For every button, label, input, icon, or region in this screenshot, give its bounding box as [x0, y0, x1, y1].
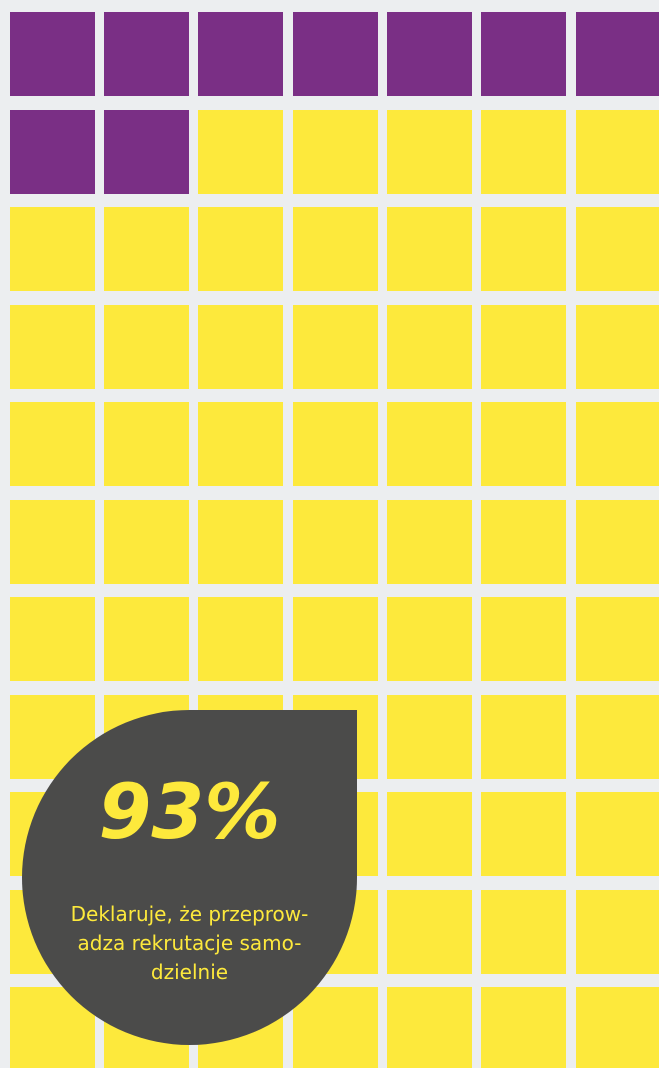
waffle-cell	[387, 695, 472, 779]
waffle-cell	[293, 987, 378, 1068]
waffle-cell	[576, 792, 659, 876]
waffle-cell	[10, 402, 95, 486]
waffle-cell	[576, 12, 659, 96]
waffle-cell	[104, 12, 189, 96]
waffle-cell	[387, 12, 472, 96]
waffle-cell	[198, 305, 283, 389]
stat-description-line: Deklaruje, że przeprow-	[70, 902, 309, 926]
waffle-cell	[10, 110, 95, 194]
waffle-cell	[481, 110, 566, 194]
waffle-cell	[387, 597, 472, 681]
waffle-cell	[293, 12, 378, 96]
waffle-cell	[104, 500, 189, 584]
waffle-cell	[481, 890, 566, 974]
waffle-cell	[10, 207, 95, 291]
stat-description-line: adza rekrutacje samo-	[77, 931, 302, 955]
waffle-cell	[198, 402, 283, 486]
waffle-cell	[387, 402, 472, 486]
waffle-cell	[198, 110, 283, 194]
waffle-cell	[387, 987, 472, 1068]
waffle-cell	[387, 207, 472, 291]
waffle-cell	[576, 500, 659, 584]
waffle-cell	[481, 207, 566, 291]
waffle-cell	[10, 12, 95, 96]
stat-value: 93%	[98, 767, 281, 856]
waffle-cell	[481, 695, 566, 779]
waffle-cell	[104, 305, 189, 389]
waffle-cell	[576, 597, 659, 681]
waffle-cell	[293, 402, 378, 486]
waffle-cell	[387, 890, 472, 974]
waffle-cell	[481, 597, 566, 681]
waffle-cell	[481, 792, 566, 876]
waffle-cell	[10, 500, 95, 584]
waffle-cell	[10, 305, 95, 389]
waffle-cell	[293, 207, 378, 291]
waffle-cell	[387, 110, 472, 194]
waffle-cell	[576, 110, 659, 194]
waffle-cell	[576, 695, 659, 779]
stat-description: Deklaruje, że przeprow- adza rekrutacje …	[22, 900, 357, 987]
waffle-cell	[104, 110, 189, 194]
waffle-cell	[576, 987, 659, 1068]
waffle-cell	[576, 402, 659, 486]
waffle-cell	[198, 207, 283, 291]
waffle-cell	[198, 500, 283, 584]
waffle-cell	[104, 597, 189, 681]
waffle-cell	[481, 402, 566, 486]
waffle-cell	[576, 305, 659, 389]
waffle-cell	[293, 597, 378, 681]
stat-callout: 93% Deklaruje, że przeprow- adza rekruta…	[22, 710, 357, 1045]
stat-description-line: dzielnie	[150, 960, 229, 984]
waffle-cell	[576, 890, 659, 974]
waffle-cell	[293, 500, 378, 584]
waffle-cell	[481, 305, 566, 389]
waffle-cell	[387, 792, 472, 876]
waffle-cell	[481, 500, 566, 584]
waffle-cell	[104, 207, 189, 291]
waffle-cell	[387, 500, 472, 584]
waffle-cell	[293, 305, 378, 389]
waffle-cell	[198, 597, 283, 681]
waffle-cell	[198, 12, 283, 96]
waffle-cell	[481, 12, 566, 96]
waffle-cell	[10, 597, 95, 681]
waffle-cell	[387, 305, 472, 389]
waffle-cell	[293, 110, 378, 194]
waffle-cell	[481, 987, 566, 1068]
waffle-cell	[104, 402, 189, 486]
waffle-cell	[576, 207, 659, 291]
